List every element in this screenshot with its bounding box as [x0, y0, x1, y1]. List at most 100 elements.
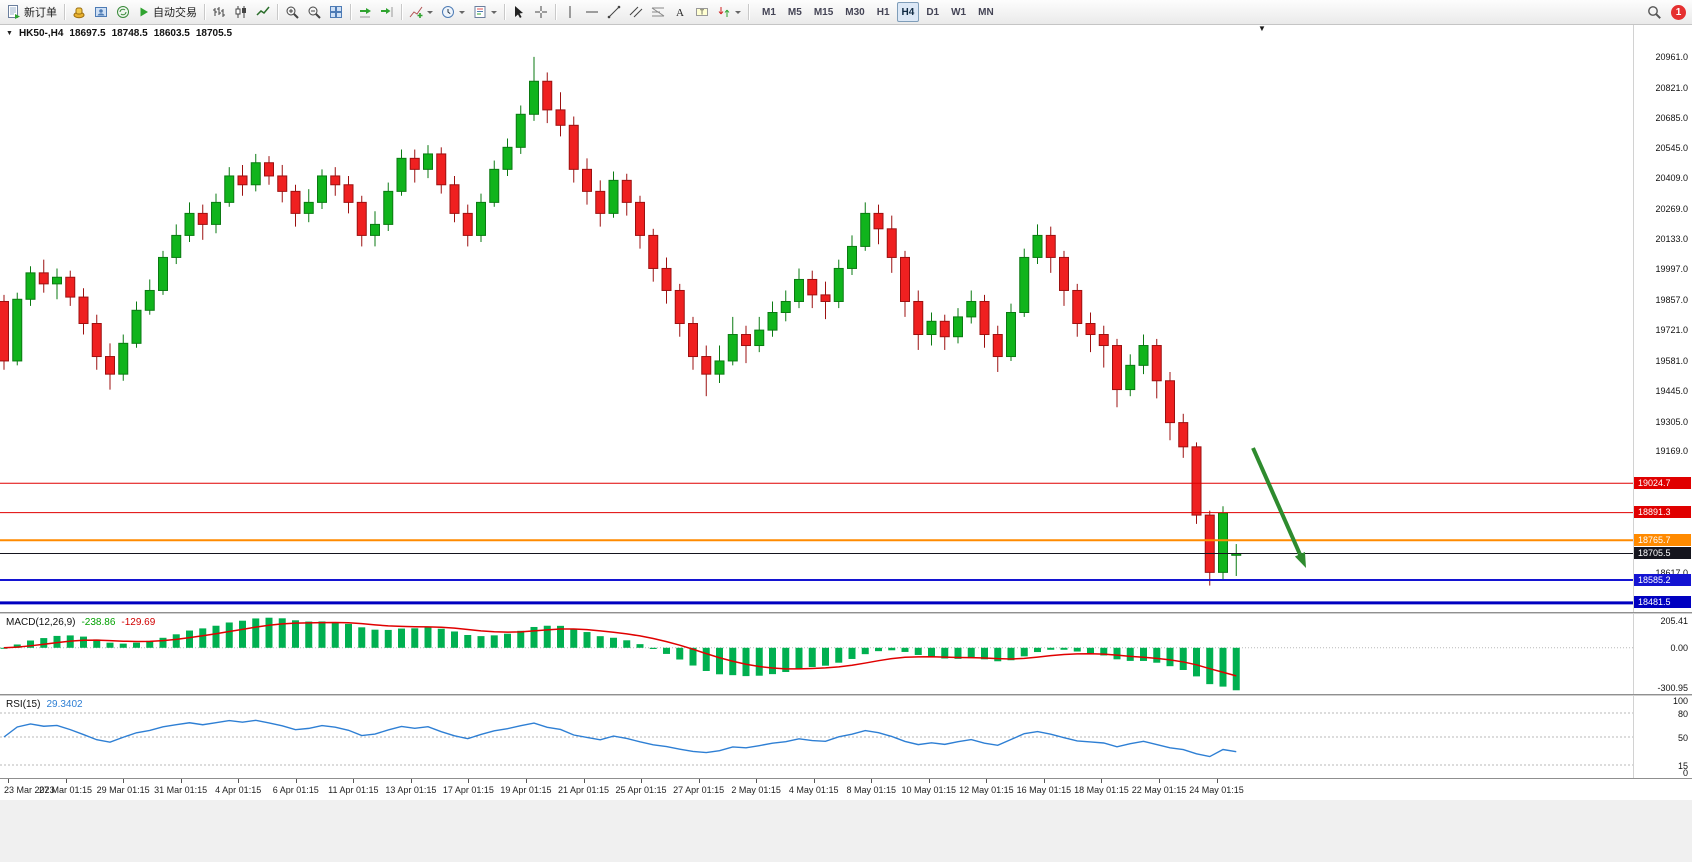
chevron-down-icon: [735, 10, 741, 14]
scale-label: 20409.0: [1655, 173, 1688, 184]
scale-label: 15: [1677, 761, 1688, 771]
tf-m15-button[interactable]: M15: [813, 6, 834, 18]
line-chart-button[interactable]: [252, 1, 274, 23]
tile-windows-button[interactable]: [325, 1, 347, 23]
new-order-button[interactable]: 新订单: [3, 1, 61, 23]
horizontal-line-button[interactable]: [581, 1, 603, 23]
scale-label: 20269.0: [1655, 204, 1688, 215]
date-label: 4 May 01:15: [788, 785, 839, 795]
horizontal-line-objects[interactable]: [0, 482, 1634, 605]
refresh-icon: [116, 5, 130, 19]
search-button[interactable]: [1643, 1, 1666, 23]
tf-w1-button[interactable]: W1: [951, 6, 967, 18]
scale-label: 20685.0: [1655, 112, 1688, 123]
date-label: 11 Apr 01:15: [328, 785, 379, 795]
tf-m5-button[interactable]: M5: [787, 6, 802, 18]
tf-mn-button[interactable]: MN: [978, 6, 994, 18]
cursor-button[interactable]: [508, 1, 530, 23]
time-tick: [410, 779, 412, 783]
date-label: 2 May 01:15: [731, 785, 781, 795]
pane-splitter[interactable]: [0, 612, 1692, 614]
rsi-pane[interactable]: RSI(15) 29.3402: [0, 696, 1634, 778]
macd-pane[interactable]: MACD(12,26,9) -238.86 -129.69: [0, 614, 1634, 694]
date-label: 12 May 01:15: [959, 785, 1014, 795]
macd-name: MACD(12,26,9): [6, 617, 76, 628]
price-tag: 18481.5: [1634, 596, 1691, 609]
candlestick-icon: [234, 5, 248, 19]
pane-splitter[interactable]: [0, 694, 1692, 696]
candlestick-chart-button[interactable]: [230, 1, 252, 23]
scale-label: 20545.0: [1655, 143, 1688, 154]
date-label: 8 May 01:15: [846, 785, 897, 795]
toolbar-separator: [504, 4, 505, 20]
time-tick: [1159, 779, 1160, 783]
price-tag: 18891.3: [1634, 506, 1691, 519]
indicators-button[interactable]: [405, 1, 437, 23]
vertical-line-button[interactable]: [559, 1, 581, 23]
trend-arrow-object[interactable]: [1251, 447, 1306, 568]
price-tag: 19024.7: [1634, 476, 1691, 489]
low-value: 18603.5: [153, 28, 190, 39]
crosshair-button[interactable]: [530, 1, 552, 23]
price-scale[interactable]: 20961.0 20821.0 20685.0 20545.0 20409.0 20269…: [1633, 24, 1692, 778]
zoom-out-icon: [307, 5, 321, 19]
tf-h1-button[interactable]: H1: [876, 6, 890, 18]
chart-shift-button[interactable]: [376, 1, 398, 23]
time-tick: [8, 779, 9, 783]
date-label: 29 Mar 01:15: [96, 785, 150, 795]
scale-label: 18617.0: [1655, 568, 1688, 578]
periods-button[interactable]: [437, 1, 469, 23]
scale-label: 19857.0: [1655, 294, 1688, 305]
scale-label: 19997.0: [1655, 264, 1688, 275]
crosshair-icon: [534, 5, 548, 19]
cursor-icon: [512, 5, 526, 19]
chart-shift-marker-icon[interactable]: ▼: [1258, 24, 1266, 33]
notification-badge[interactable]: 1: [1671, 4, 1686, 20]
time-tick: [986, 779, 988, 783]
text-label-button[interactable]: T: [691, 1, 713, 23]
chart-window: ▼ HK50-,H4 18697.5 18748.5 18603.5 18705…: [0, 24, 1692, 800]
time-axis[interactable]: 23 Mar 2023 27 Mar 01:15 29 Mar 01:15 31 Ma…: [0, 778, 1692, 800]
metaeditor-button[interactable]: [68, 1, 90, 23]
zoom-out-button[interactable]: [303, 1, 325, 23]
time-tick: [295, 779, 297, 783]
scale-label: -300.95: [1657, 683, 1688, 693]
autotrading-button[interactable]: 自动交易: [134, 1, 201, 23]
main-chart-pane[interactable]: ▼ HK50-,H4 18697.5 18748.5 18603.5 18705…: [0, 24, 1634, 612]
tf-m1-button[interactable]: M1: [762, 6, 776, 18]
refresh-button[interactable]: [112, 1, 134, 23]
symbol-timeframe-label: HK50-,H4: [18, 28, 64, 39]
arrows-icon: [717, 5, 731, 19]
vertical-line-icon: [563, 5, 577, 19]
time-tick: [1216, 779, 1218, 783]
date-label: 6 Apr 01:15: [272, 785, 319, 795]
tf-m30-button[interactable]: M30: [845, 6, 865, 18]
date-label: 21 Apr 01:15: [557, 785, 610, 795]
toolbar-separator: [748, 4, 749, 20]
bars-chart-button[interactable]: [208, 1, 230, 23]
trendline-button[interactable]: [603, 1, 625, 23]
template-icon: [473, 5, 487, 19]
time-tick: [813, 779, 815, 783]
toolbar-right-group: 1: [1643, 1, 1689, 23]
candlestick-chart: [0, 56, 1634, 605]
market-watch-button[interactable]: [90, 1, 112, 23]
channel-button[interactable]: [625, 1, 647, 23]
templates-button[interactable]: [469, 1, 501, 23]
toolbar-separator: [277, 4, 278, 20]
macd-signal-value: -129.69: [121, 617, 156, 628]
arrows-button[interactable]: [713, 1, 745, 23]
svg-text:A: A: [676, 7, 684, 19]
ohlc-toggle-icon[interactable]: ▼: [6, 30, 13, 37]
date-label: 23 Mar 2023: [4, 785, 55, 795]
scale-label: 0.00: [1670, 642, 1688, 653]
zoom-in-button[interactable]: [281, 1, 303, 23]
scale-label: 80: [1677, 709, 1688, 719]
text-button[interactable]: A: [669, 1, 691, 23]
tf-h4-button[interactable]: H4: [896, 2, 920, 22]
auto-scroll-button[interactable]: [354, 1, 376, 23]
auto-scroll-icon: [358, 5, 372, 19]
fibonacci-button[interactable]: [647, 1, 669, 23]
tf-d1-button[interactable]: D1: [926, 6, 940, 18]
date-label: 4 Apr 01:15: [215, 785, 262, 795]
